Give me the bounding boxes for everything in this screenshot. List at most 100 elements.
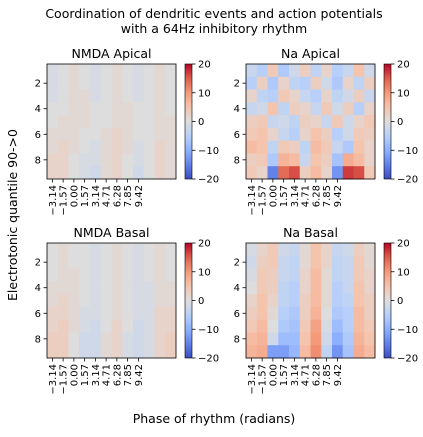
- panel-title: Na Apical: [281, 46, 340, 61]
- heatmap-cell: [165, 89, 177, 103]
- heatmap-cell: [342, 140, 354, 154]
- heatmap-cell: [122, 294, 134, 308]
- x-tick-label: −1.57: [59, 185, 70, 216]
- colorbar-tick-label: 10: [198, 88, 211, 99]
- x-tick-label: 4.71: [102, 364, 113, 386]
- heatmap-cell: [278, 115, 290, 129]
- heatmap-cell: [143, 268, 155, 282]
- heatmap-cell: [321, 319, 333, 333]
- colorbar-tick-label: 20: [397, 60, 410, 71]
- heatmap-cell: [90, 115, 102, 129]
- heatmap-cell: [154, 89, 166, 103]
- heatmap-cell: [342, 319, 354, 333]
- x-tick-label: 4.71: [301, 185, 312, 207]
- heatmap-cell: [332, 306, 344, 321]
- heatmap-cell: [90, 64, 102, 78]
- heatmap-cell: [154, 268, 166, 282]
- heatmap-cell: [133, 345, 145, 359]
- heatmap-cell: [310, 64, 322, 78]
- heatmap-cell: [267, 255, 279, 269]
- heatmap-cell: [68, 319, 80, 333]
- heatmap-cell: [79, 268, 91, 282]
- heatmap-cell: [90, 166, 102, 180]
- heatmap-cell: [90, 255, 102, 269]
- heatmap-cell: [133, 281, 145, 295]
- x-tick-label: 7.85: [322, 364, 333, 386]
- heatmap-cell: [133, 255, 145, 269]
- heatmap-cell: [278, 306, 290, 321]
- heatmap-cell: [154, 166, 166, 180]
- heatmap-cell: [332, 281, 344, 295]
- heatmap-cell: [111, 255, 123, 269]
- colorbar-tick-label: 10: [198, 267, 211, 278]
- heatmap-cell: [353, 127, 365, 142]
- heatmap-cell: [47, 64, 59, 78]
- figure-ylabel: Electrotonic quantile 90->0: [5, 129, 20, 301]
- y-tick-label: 6: [234, 309, 240, 320]
- colorbar-tick-label: −20: [397, 354, 418, 365]
- heatmap-cell: [90, 319, 102, 333]
- heatmap-cell: [278, 345, 290, 359]
- heatmap-cell: [267, 140, 279, 154]
- heatmap-cell: [299, 89, 311, 103]
- heatmap-cell: [111, 281, 123, 295]
- heatmap-cell: [246, 64, 258, 78]
- heatmap-cell: [342, 89, 354, 103]
- heatmap-cell: [299, 243, 311, 257]
- heatmap-cell: [111, 306, 123, 321]
- heatmap-cell: [68, 89, 80, 103]
- heatmap-cell: [246, 332, 258, 346]
- colorbar: [184, 242, 193, 359]
- heatmap-cell: [278, 89, 290, 103]
- heatmap-cell: [364, 64, 376, 78]
- heatmap-cell: [154, 306, 166, 321]
- heatmap-cell: [256, 89, 268, 103]
- heatmap-cell: [133, 153, 145, 167]
- x-tick-label: 1.57: [80, 185, 91, 207]
- heatmap-cell: [342, 281, 354, 295]
- heatmap-cell: [256, 255, 268, 269]
- heatmap-cell: [100, 127, 112, 142]
- heatmap-cell: [154, 332, 166, 346]
- colorbar-tick-label: 20: [198, 60, 211, 71]
- heatmap-cell: [364, 166, 376, 180]
- y-tick-label: 6: [35, 309, 41, 320]
- panel-title: Na Basal: [283, 225, 338, 240]
- heatmap-cell: [122, 306, 134, 321]
- heatmap-cell: [278, 153, 290, 167]
- x-tick-label: −1.57: [59, 364, 70, 395]
- heatmap-cell: [267, 306, 279, 321]
- x-tick-label: 3.14: [290, 185, 301, 207]
- heatmap-cell: [256, 345, 268, 359]
- heatmap-cell: [133, 64, 145, 78]
- heatmap-cell: [342, 243, 354, 257]
- heatmap-cell: [154, 255, 166, 269]
- axes-frame: [46, 63, 177, 180]
- y-tick-label: 2: [234, 79, 240, 90]
- x-tick-label: −1.57: [258, 364, 269, 395]
- heatmap-cell: [165, 332, 177, 346]
- heatmap-cell: [100, 306, 112, 321]
- heatmap-cell: [342, 153, 354, 167]
- heatmap-cell: [165, 281, 177, 295]
- heatmap-cell: [133, 127, 145, 142]
- heatmap-cell: [332, 76, 344, 90]
- heatmap-cell: [47, 76, 59, 90]
- heatmap-cell: [90, 332, 102, 346]
- heatmap-cell: [90, 140, 102, 154]
- heatmap-cell: [267, 115, 279, 129]
- heatmap-cell: [310, 306, 322, 321]
- heatmap-cell: [267, 281, 279, 295]
- heatmap-cell: [100, 102, 112, 116]
- y-tick-label: 6: [35, 130, 41, 141]
- heatmap-cell: [57, 294, 69, 308]
- heatmap-cell: [267, 166, 279, 180]
- heatmap-cell: [310, 140, 322, 154]
- heatmap-cell: [267, 319, 279, 333]
- heatmap-cell: [154, 102, 166, 116]
- heatmap-cell: [289, 332, 301, 346]
- heatmap-panel-3: NMDA Basal 2 4 6 8 −3.14 −1.57 0.00 1.57 3.14 4.71…: [35, 225, 219, 395]
- heatmap-cell: [310, 268, 322, 282]
- x-tick-label: 4.71: [301, 364, 312, 386]
- heatmap-cell: [122, 127, 134, 142]
